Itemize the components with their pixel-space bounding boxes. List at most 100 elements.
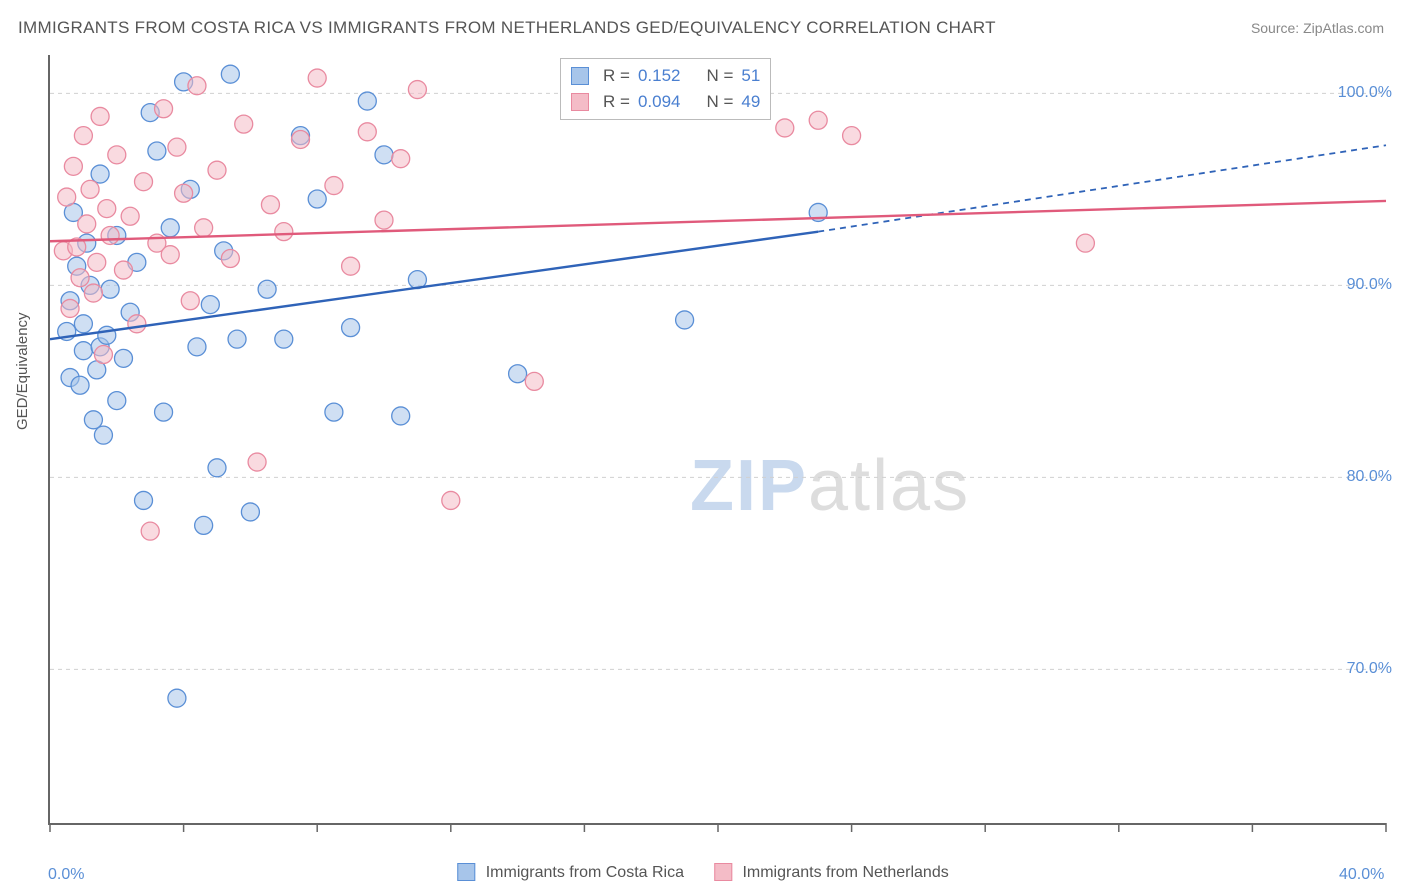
data-point — [275, 330, 293, 348]
data-point — [168, 138, 186, 156]
data-point — [201, 296, 219, 314]
data-point — [261, 196, 279, 214]
y-tick-label: 70.0% — [1347, 660, 1392, 678]
data-point — [78, 215, 96, 233]
data-point — [392, 150, 410, 168]
trend-line — [50, 201, 1386, 241]
data-point — [98, 200, 116, 218]
stat-n-value-1: 49 — [741, 89, 760, 115]
source-credit: Source: ZipAtlas.com — [1251, 20, 1384, 36]
y-tick-label: 100.0% — [1338, 84, 1392, 102]
stat-legend-box: R = 0.152 N = 51 R = 0.094 N = 49 — [560, 58, 771, 120]
stat-r-value-1: 0.094 — [638, 89, 681, 115]
data-point — [114, 349, 132, 367]
data-point — [141, 522, 159, 540]
data-point — [114, 261, 132, 279]
x-tick-label: 40.0% — [1339, 866, 1384, 884]
data-point — [308, 69, 326, 87]
data-point — [676, 311, 694, 329]
stat-r-label: R = — [603, 63, 630, 89]
data-point — [135, 491, 153, 509]
data-point — [161, 219, 179, 237]
legend-item-1: Immigrants from Netherlands — [714, 863, 949, 882]
plot-area: ZIPatlas — [48, 55, 1386, 825]
data-point — [155, 403, 173, 421]
data-point — [88, 253, 106, 271]
data-point — [101, 280, 119, 298]
data-point — [74, 315, 92, 333]
data-point — [241, 503, 259, 521]
data-point — [228, 330, 246, 348]
data-point — [181, 292, 199, 310]
chart-title: IMMIGRANTS FROM COSTA RICA VS IMMIGRANTS… — [18, 18, 996, 38]
data-point — [64, 157, 82, 175]
data-point — [108, 146, 126, 164]
data-point — [121, 207, 139, 225]
data-point — [843, 127, 861, 145]
x-tick-label: 0.0% — [48, 866, 84, 884]
data-point — [221, 250, 239, 268]
y-axis-label: GED/Equivalency — [14, 312, 31, 430]
data-point — [188, 338, 206, 356]
data-point — [91, 165, 109, 183]
data-point — [94, 426, 112, 444]
data-point — [342, 319, 360, 337]
data-point — [308, 190, 326, 208]
data-point — [195, 219, 213, 237]
data-point — [442, 491, 460, 509]
swatch-series-0-bottom — [457, 863, 475, 881]
data-point — [168, 689, 186, 707]
data-point — [188, 77, 206, 95]
data-point — [175, 184, 193, 202]
y-tick-label: 90.0% — [1347, 276, 1392, 294]
data-point — [509, 365, 527, 383]
legend-label-1: Immigrants from Netherlands — [742, 864, 948, 881]
data-point — [375, 146, 393, 164]
data-point — [275, 223, 293, 241]
data-point — [58, 188, 76, 206]
data-point — [81, 180, 99, 198]
bottom-legend: Immigrants from Costa Rica Immigrants fr… — [457, 863, 948, 882]
data-point — [98, 326, 116, 344]
data-point — [208, 459, 226, 477]
data-point — [221, 65, 239, 83]
data-point — [292, 130, 310, 148]
data-point — [248, 453, 266, 471]
data-point — [71, 269, 89, 287]
stat-n-label: N = — [706, 89, 733, 115]
swatch-series-1 — [571, 93, 589, 111]
trend-line-extrapolated — [818, 145, 1386, 231]
data-point — [325, 177, 343, 195]
data-point — [342, 257, 360, 275]
stat-n-label: N = — [706, 63, 733, 89]
data-point — [91, 107, 109, 125]
stat-row-series-0: R = 0.152 N = 51 — [571, 63, 760, 89]
data-point — [776, 119, 794, 137]
data-point — [208, 161, 226, 179]
swatch-series-1-bottom — [714, 863, 732, 881]
chart-container: IMMIGRANTS FROM COSTA RICA VS IMMIGRANTS… — [0, 0, 1406, 892]
data-point — [94, 346, 112, 364]
data-point — [135, 173, 153, 191]
data-point — [392, 407, 410, 425]
data-point — [525, 372, 543, 390]
data-point — [74, 342, 92, 360]
data-point — [809, 111, 827, 129]
stat-row-series-1: R = 0.094 N = 49 — [571, 89, 760, 115]
data-point — [358, 123, 376, 141]
data-point — [155, 100, 173, 118]
data-point — [258, 280, 276, 298]
legend-item-0: Immigrants from Costa Rica — [457, 863, 684, 882]
data-point — [358, 92, 376, 110]
data-point — [195, 516, 213, 534]
data-point — [84, 411, 102, 429]
data-point — [74, 127, 92, 145]
data-point — [235, 115, 253, 133]
stat-r-value-0: 0.152 — [638, 63, 681, 89]
data-point — [408, 81, 426, 99]
data-point — [84, 284, 102, 302]
data-point — [148, 142, 166, 160]
data-point — [108, 392, 126, 410]
data-point — [61, 299, 79, 317]
data-point — [101, 226, 119, 244]
